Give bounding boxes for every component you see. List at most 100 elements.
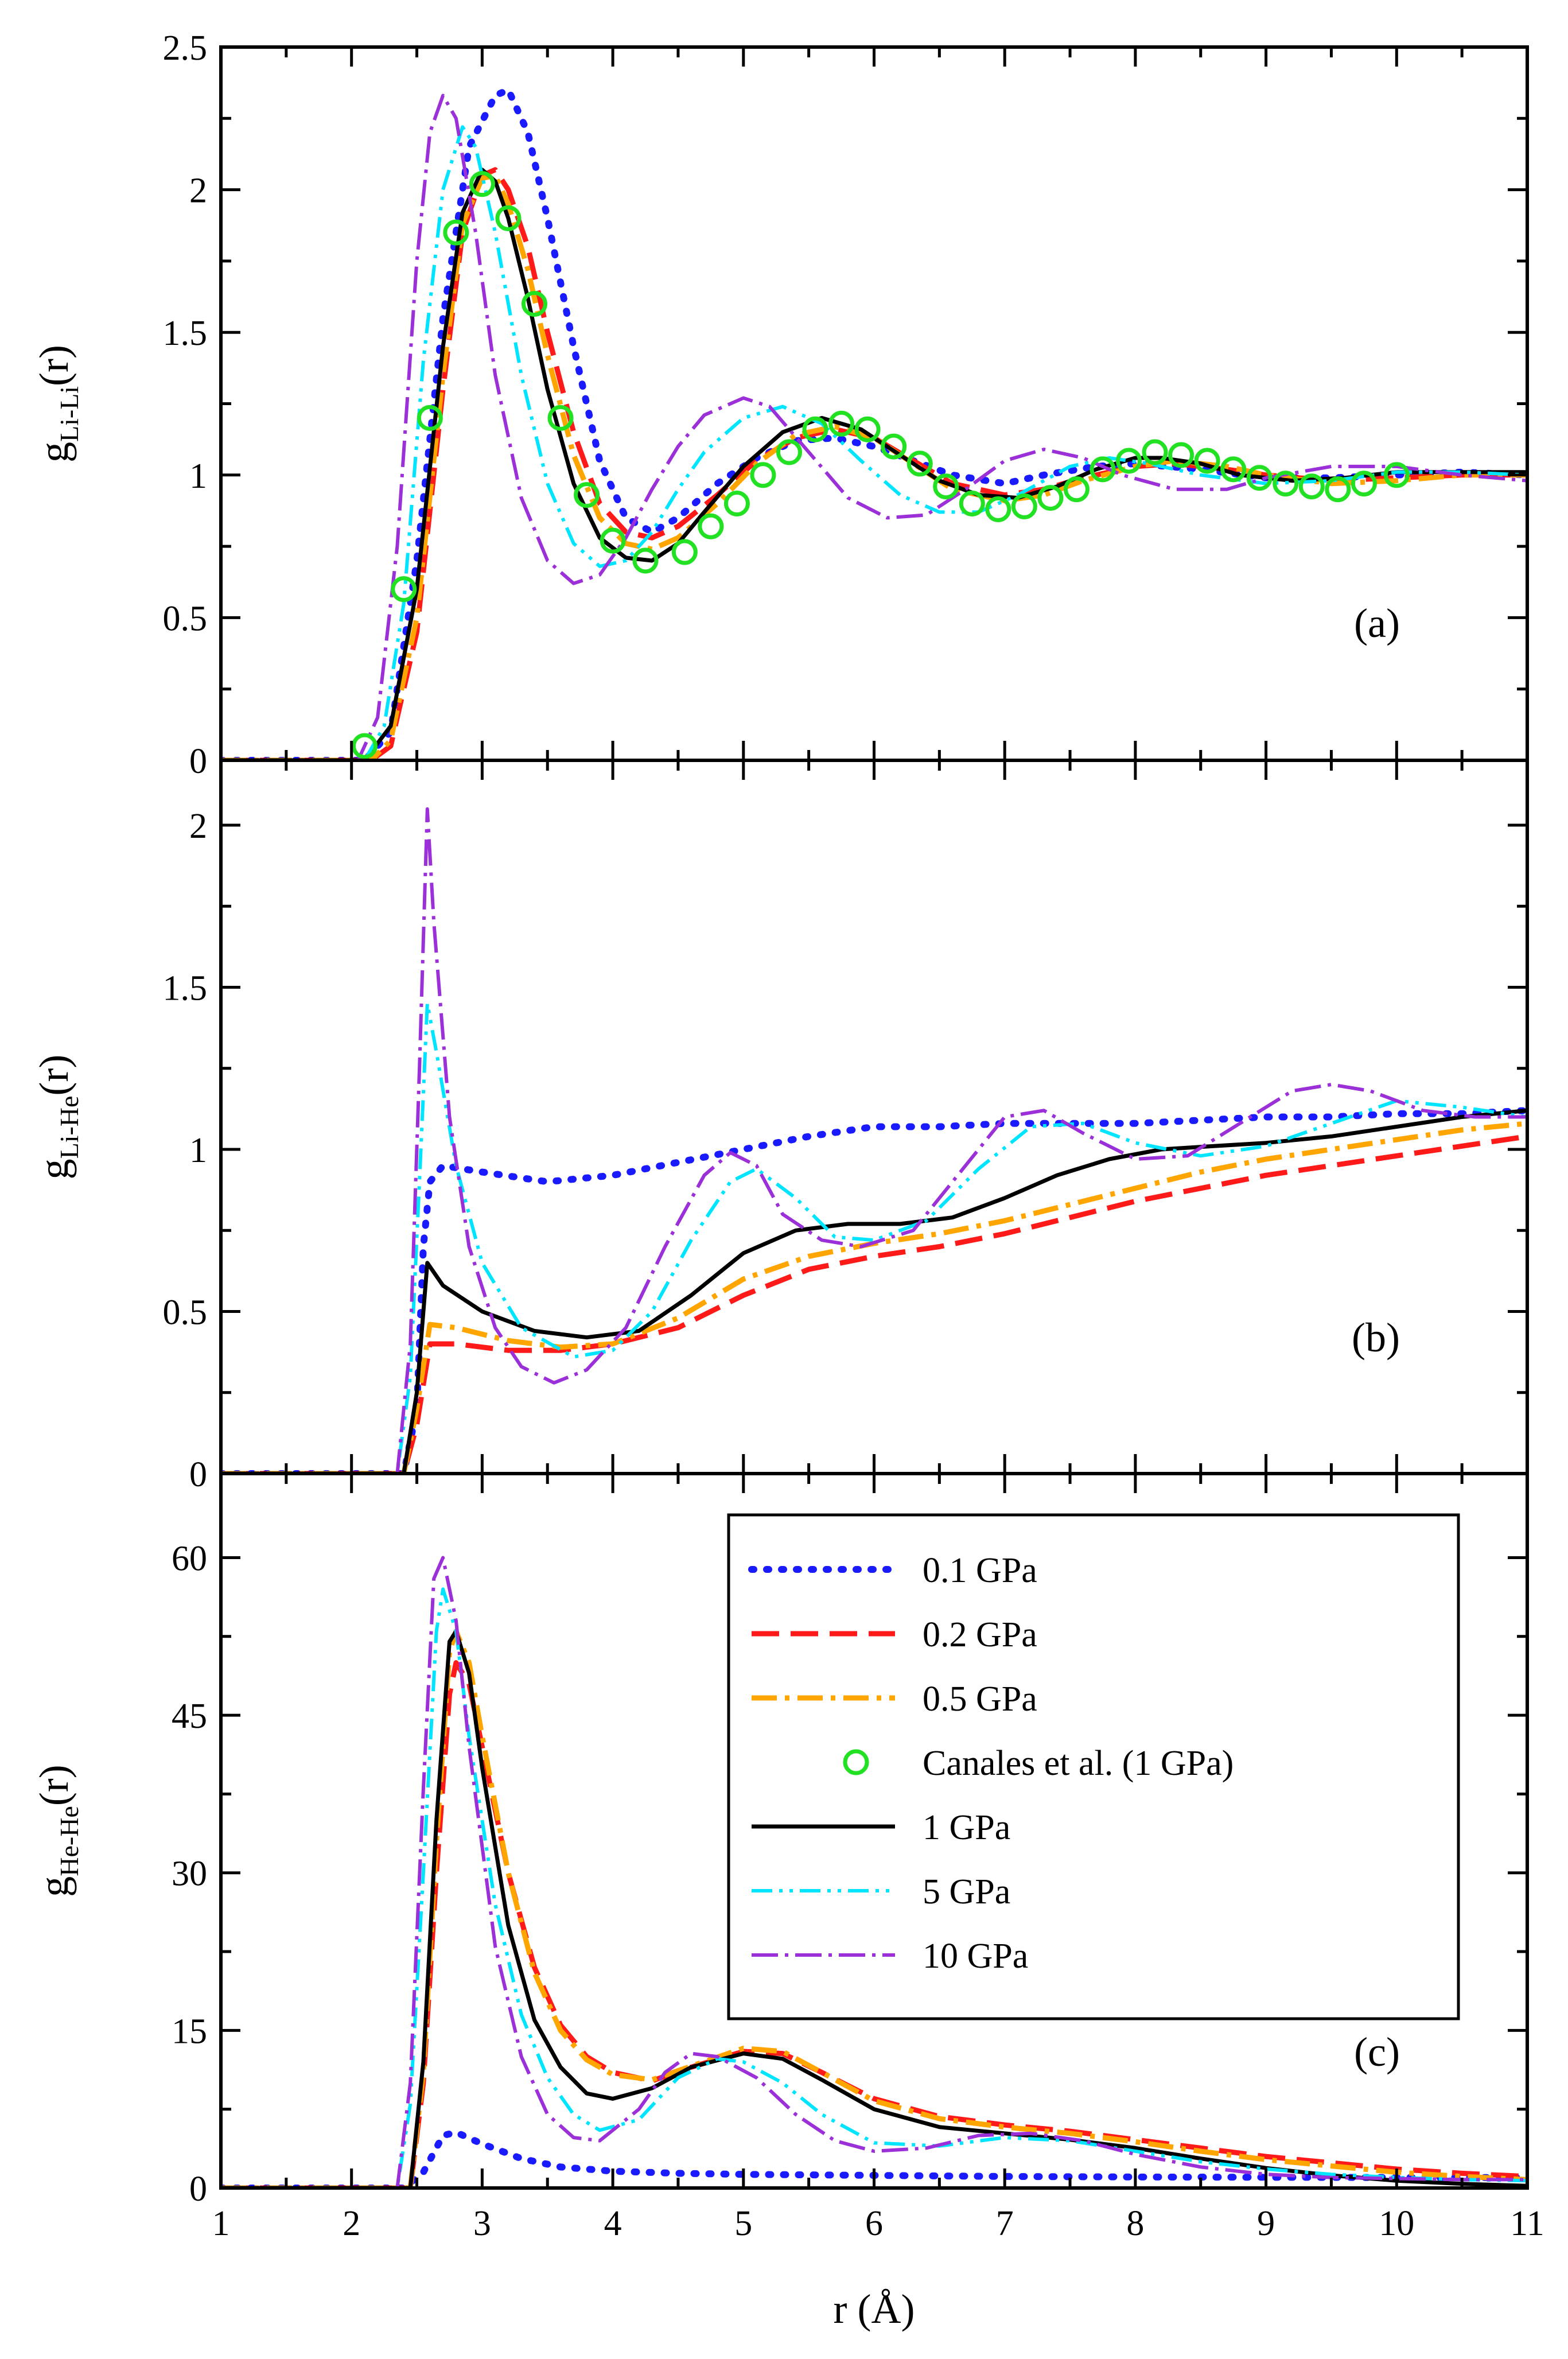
y-tick-label: 15: [172, 2012, 207, 2051]
legend-label: 0.1 GPa: [923, 1551, 1037, 1590]
series-0-1-gpa-line: [221, 2129, 1527, 2188]
canales-point: [521, 290, 547, 317]
canales-point: [1273, 471, 1299, 497]
y-tick-label: 30: [172, 1855, 207, 1894]
canales-point: [632, 547, 659, 574]
canales-point: [1063, 476, 1090, 503]
panel-2: 0 0.5 1 1.5 2 (b): [163, 759, 1529, 1494]
legend-label: 10 GPa: [923, 1937, 1028, 1976]
canales-point: [1142, 439, 1168, 465]
canales-point: [469, 171, 495, 197]
canales-point: [1194, 448, 1220, 474]
canales-point: [600, 527, 626, 554]
series-1-gpa-line: [221, 1629, 1527, 2188]
y-label-subscript: Li-He: [55, 1096, 84, 1159]
series-canales-points: [351, 171, 1410, 759]
x-tick-label: 3: [473, 2204, 491, 2243]
legend-entry-10-gpa: 10 GPa: [752, 1937, 1028, 1976]
canales-point: [828, 410, 855, 437]
canales-point: [1037, 485, 1064, 511]
legend: 0.1 GPa 0.2 GPa 0.5 GPa Canales et al. (1 G…: [727, 1513, 1460, 2020]
canales-point: [723, 491, 750, 517]
series-10-gpa-line: [221, 1556, 1527, 2188]
x-tick-label: 8: [1126, 2204, 1144, 2243]
y-tick-label: 1.5: [163, 314, 208, 353]
canales-point: [1168, 442, 1195, 468]
series-0-1-gpa-line: [221, 86, 1527, 760]
y-tick-label: 0.5: [163, 1293, 208, 1332]
panel-annotation: (b): [1352, 1315, 1400, 1361]
canales-point: [1090, 456, 1116, 483]
plot-root: 00.511.522.5(a)gLi-Li(r)00.511.52(b)gLi-…: [31, 29, 1544, 2332]
y-tick-label: 2.5: [163, 29, 208, 68]
panel-annotation: (a): [1354, 600, 1400, 646]
canales-point: [495, 205, 522, 231]
y-tick-label: 1: [189, 457, 207, 496]
legend-label: 5 GPa: [923, 1872, 1010, 1911]
canales-point: [1298, 473, 1325, 500]
legend-label: 0.2 GPa: [923, 1615, 1037, 1654]
canales-point: [802, 416, 828, 442]
x-tick-label: 6: [865, 2204, 883, 2243]
canales-point: [547, 405, 574, 431]
y-tick-label: 1: [189, 1131, 207, 1170]
legend-box: [727, 1513, 1460, 2020]
legend-label: 1 GPa: [923, 1808, 1010, 1847]
series-10-gpa-line: [221, 94, 1527, 760]
series-1-gpa-line: [221, 1108, 1527, 1474]
canales-point: [417, 405, 443, 431]
x-tick-label: 9: [1257, 2204, 1275, 2243]
y-axis-label-1: gLi-Li(r): [31, 345, 84, 463]
x-tick-label: 2: [343, 2204, 360, 2243]
canales-point: [698, 513, 724, 539]
curves-panel-3: [221, 1556, 1527, 2188]
canales-point: [1383, 462, 1410, 488]
canales-point: [1246, 465, 1273, 491]
x-tick-label: 11: [1510, 2204, 1544, 2243]
canales-point: [959, 491, 985, 517]
y-tick-label: 0: [189, 742, 207, 781]
y-tick-label: 1.5: [163, 969, 208, 1008]
legend-entry-1-gpa: 1 GPa: [752, 1808, 1010, 1847]
canales-point: [750, 462, 776, 488]
canales-point: [776, 439, 802, 465]
canales-point: [1220, 456, 1247, 483]
y-tick-label: 0.5: [163, 599, 208, 638]
legend-label: Canales et al. (1 GPa): [923, 1744, 1234, 1783]
canales-point: [1011, 493, 1037, 519]
series-1-gpa-line: [221, 168, 1527, 760]
canales-point: [351, 733, 378, 759]
y-label-subscript: Li-Li: [55, 386, 84, 442]
y-tick-label: 0: [189, 2170, 207, 2209]
legend-entry-5-gpa: 5 GPa: [752, 1872, 1010, 1911]
y-label-tail: (r): [31, 1765, 77, 1806]
y-label-main: g: [31, 1159, 77, 1179]
canales-point: [1351, 471, 1377, 497]
x-tick-label: 10: [1379, 2204, 1414, 2243]
canales-point: [1325, 476, 1351, 503]
canales-point: [906, 450, 933, 477]
curves-panel-2: [221, 807, 1527, 1474]
legend-entry-0-2-gpa: 0.2 GPa: [752, 1615, 1037, 1654]
canales-point: [671, 539, 698, 565]
series-10-gpa-line: [221, 807, 1527, 1474]
series-5-gpa-line: [221, 1587, 1527, 2188]
x-tick-label: 1: [212, 2204, 230, 2243]
panel-annotation: (c): [1354, 2029, 1400, 2075]
canales-point: [881, 433, 907, 460]
y-axis-label-3: gHe-He(r): [31, 1765, 84, 1897]
series-0-5-gpa-line: [221, 1121, 1527, 1474]
canales-point: [574, 482, 600, 508]
series-5-gpa-line: [221, 1001, 1527, 1474]
y-label-tail: (r): [31, 1055, 77, 1096]
canales-point: [1116, 448, 1142, 474]
y-label-main: g: [31, 1876, 77, 1897]
canales-point: [391, 576, 417, 603]
legend-marker: [843, 1749, 869, 1775]
series-0-2-gpa-line: [221, 1133, 1527, 1474]
canales-point: [854, 416, 881, 442]
curves-panel-1: [221, 86, 1527, 760]
legend-entry-0-5-gpa: 0.5 GPa: [752, 1680, 1037, 1719]
y-tick-label: 45: [172, 1697, 207, 1736]
